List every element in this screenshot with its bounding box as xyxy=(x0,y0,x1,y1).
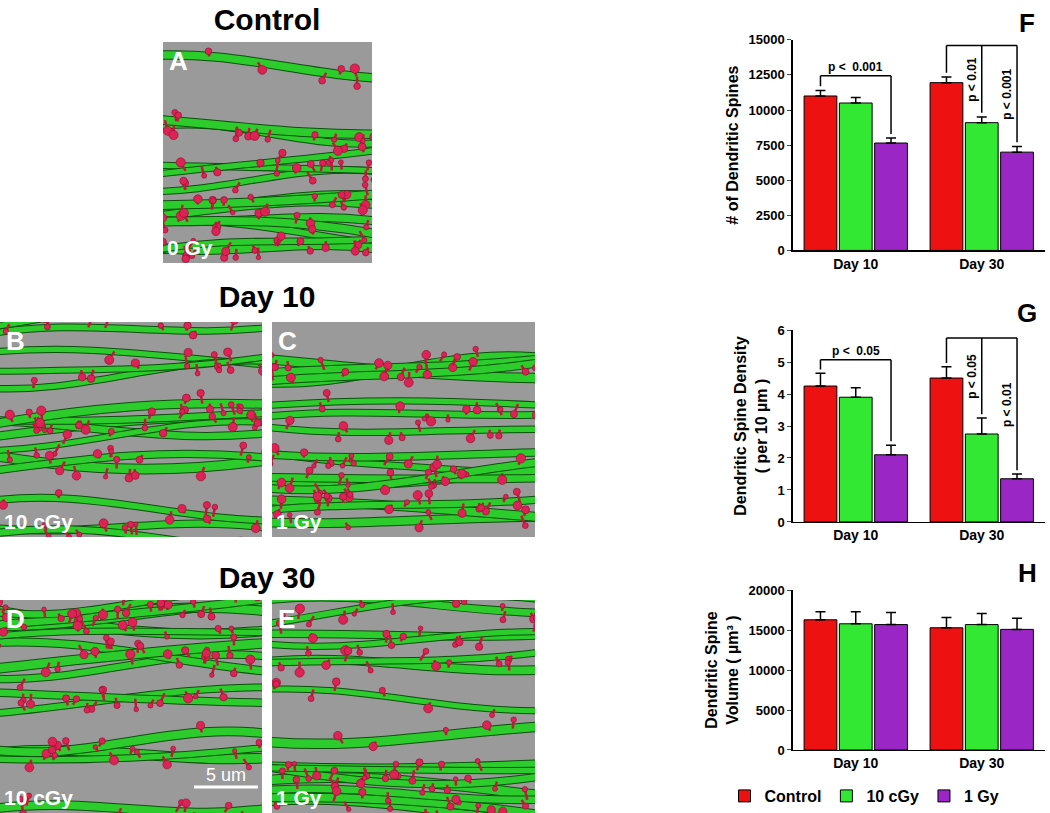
svg-text:C: C xyxy=(278,326,297,356)
svg-text:15000: 15000 xyxy=(748,623,784,638)
svg-text:p < 0.001: p < 0.001 xyxy=(828,60,883,74)
svg-text:Dendritic SpineVolume ( µm³ ): Dendritic SpineVolume ( µm³ ) xyxy=(703,611,741,728)
svg-text:H: H xyxy=(1018,558,1037,588)
svg-text:Day 30: Day 30 xyxy=(959,527,1004,543)
svg-text:7500: 7500 xyxy=(756,138,785,153)
svg-text:Day 30: Day 30 xyxy=(959,755,1004,771)
svg-text:1 Gy: 1 Gy xyxy=(276,510,322,533)
svg-text:Day 10: Day 10 xyxy=(219,280,316,313)
svg-text:Dendritic Spine Density( per 1: Dendritic Spine Density( per 10 µm ) xyxy=(732,336,770,516)
svg-text:10 cGy: 10 cGy xyxy=(4,786,73,809)
svg-text:6: 6 xyxy=(777,323,784,338)
svg-text:0: 0 xyxy=(777,243,784,258)
svg-text:5: 5 xyxy=(777,355,784,370)
svg-text:E: E xyxy=(278,604,295,634)
svg-text:p < 0.01: p < 0.01 xyxy=(1000,382,1014,427)
svg-text:3: 3 xyxy=(777,419,784,434)
svg-text:2: 2 xyxy=(777,451,784,466)
svg-text:p < 0.05: p < 0.05 xyxy=(965,354,979,399)
svg-text:10 cGy: 10 cGy xyxy=(866,788,919,805)
svg-text:p < 0.001: p < 0.001 xyxy=(1000,68,1014,119)
svg-text:F: F xyxy=(1019,8,1035,38)
svg-text:Day 30: Day 30 xyxy=(959,256,1004,272)
svg-text:2500: 2500 xyxy=(756,208,785,223)
svg-text:Control: Control xyxy=(214,3,321,36)
svg-text:Day 10: Day 10 xyxy=(833,755,878,771)
svg-text:p < 0.05: p < 0.05 xyxy=(832,344,880,358)
svg-text:Day 30: Day 30 xyxy=(219,561,316,594)
svg-text:1 Gy: 1 Gy xyxy=(276,786,322,809)
svg-text:D: D xyxy=(6,604,25,634)
svg-text:15000: 15000 xyxy=(748,32,784,47)
svg-text:10000: 10000 xyxy=(748,103,784,118)
svg-text:G: G xyxy=(1017,298,1037,328)
svg-text:1 Gy: 1 Gy xyxy=(964,788,999,805)
svg-text:Day 10: Day 10 xyxy=(833,256,878,272)
svg-text:4: 4 xyxy=(777,387,785,402)
svg-text:B: B xyxy=(6,326,25,356)
svg-text:A: A xyxy=(169,46,188,76)
svg-text:# of Dendritic Spines: # of Dendritic Spines xyxy=(724,65,741,224)
svg-text:10000: 10000 xyxy=(748,663,784,678)
svg-text:12500: 12500 xyxy=(748,67,784,82)
svg-text:5000: 5000 xyxy=(756,703,785,718)
svg-text:0: 0 xyxy=(777,743,784,758)
svg-text:Day 10: Day 10 xyxy=(833,527,878,543)
svg-text:5000: 5000 xyxy=(756,173,785,188)
svg-text:0 Gy: 0 Gy xyxy=(167,236,213,259)
svg-text:10 cGy: 10 cGy xyxy=(4,510,73,533)
svg-text:20000: 20000 xyxy=(748,583,784,598)
svg-text:0: 0 xyxy=(777,514,784,529)
svg-text:5 um: 5 um xyxy=(206,765,246,785)
svg-text:p < 0.01: p < 0.01 xyxy=(965,57,979,102)
svg-text:1: 1 xyxy=(777,483,784,498)
svg-text:Control: Control xyxy=(765,788,822,805)
